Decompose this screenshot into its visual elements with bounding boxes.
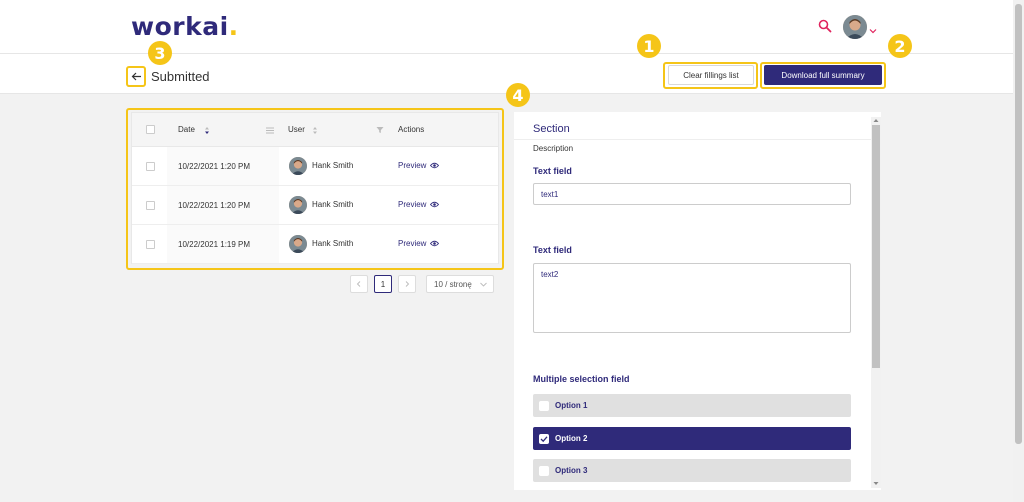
next-page-button[interactable] <box>398 275 416 293</box>
annotation-badge: 4 <box>506 83 530 107</box>
preview-link[interactable]: Preview <box>398 200 440 209</box>
multi-select-label: Multiple selection field <box>533 374 630 384</box>
date-cell-bg <box>167 147 279 185</box>
filter-icon[interactable] <box>376 126 384 134</box>
row-checkbox[interactable] <box>146 240 155 249</box>
sort-icon[interactable] <box>204 126 210 135</box>
section-title: Section <box>533 123 570 135</box>
annotation-badge: 2 <box>888 34 912 58</box>
option-label: Option 2 <box>555 434 588 443</box>
chevron-left-icon <box>356 281 361 287</box>
row-checkbox[interactable] <box>146 201 155 210</box>
section-description: Description <box>533 144 574 153</box>
scroll-up-icon[interactable] <box>873 118 879 123</box>
divider <box>514 139 871 140</box>
page-scroll-thumb[interactable] <box>1015 4 1022 444</box>
text-field-label: Text field <box>533 245 572 255</box>
table-row: 10/22/2021 1:20 PM Hank Smith Preview <box>132 147 498 186</box>
logo-dot: . <box>228 12 239 41</box>
row-date: 10/22/2021 1:20 PM <box>178 162 251 171</box>
date-cell-bg <box>167 225 279 263</box>
sort-icon[interactable] <box>312 126 318 135</box>
page-scrollbar[interactable] <box>1013 0 1024 502</box>
download-summary-button[interactable]: Download full summary <box>764 65 882 85</box>
panel-scrollbar[interactable] <box>871 117 881 488</box>
user-avatar <box>289 157 307 175</box>
option-checkbox[interactable]: Option 3 <box>533 459 851 482</box>
option-label: Option 1 <box>555 401 588 410</box>
user-avatar[interactable] <box>843 15 867 39</box>
panel-scroll-thumb[interactable] <box>872 125 880 368</box>
table-row: 10/22/2021 1:19 PM Hank Smith Preview <box>132 225 498 264</box>
workai-logo[interactable]: workai. <box>131 12 239 41</box>
date-cell-bg <box>167 186 279 224</box>
annotation-badge: 3 <box>148 41 172 65</box>
user-avatar <box>289 196 307 214</box>
page-size-select[interactable]: 10 / stronę <box>426 275 494 293</box>
checkmark-icon <box>539 433 549 444</box>
page-button[interactable]: 1 <box>374 275 392 293</box>
row-checkbox[interactable] <box>146 162 155 171</box>
table-row: 10/22/2021 1:20 PM Hank Smith Preview <box>132 186 498 225</box>
row-user: Hank Smith <box>312 200 354 209</box>
arrow-left-icon <box>131 72 141 81</box>
clear-fillings-button[interactable]: Clear fillings list <box>668 65 754 85</box>
back-button[interactable] <box>128 68 145 85</box>
column-header-date[interactable]: Date <box>178 125 195 134</box>
logo-text: workai <box>131 12 229 41</box>
page-size-value: 10 / stronę <box>434 279 472 289</box>
checkbox-icon <box>539 400 549 411</box>
row-date: 10/22/2021 1:20 PM <box>178 201 251 210</box>
page-title: Submitted <box>151 69 210 84</box>
checkbox-icon <box>539 465 549 476</box>
text-field-input[interactable]: text1 <box>533 183 851 205</box>
chevron-down-icon <box>480 282 487 287</box>
option-checkbox[interactable]: Option 2 <box>533 427 851 450</box>
eye-icon <box>430 201 440 208</box>
row-user: Hank Smith <box>312 161 354 170</box>
prev-page-button[interactable] <box>350 275 368 293</box>
menu-icon[interactable] <box>266 127 274 134</box>
eye-icon <box>430 240 440 247</box>
row-user: Hank Smith <box>312 239 354 248</box>
select-all-checkbox[interactable] <box>146 125 155 134</box>
submissions-table: Date User Actions 10/22/2021 1:20 PM Han… <box>131 112 499 264</box>
option-checkbox[interactable]: Option 1 <box>533 394 851 417</box>
preview-link[interactable]: Preview <box>398 161 440 170</box>
column-header-user[interactable]: User <box>288 125 305 134</box>
textarea-input[interactable]: text2 <box>533 263 851 333</box>
table-header: Date User Actions <box>132 113 498 147</box>
user-avatar <box>289 235 307 253</box>
search-icon[interactable] <box>818 19 832 33</box>
annotation-badge: 1 <box>637 34 661 58</box>
column-header-actions: Actions <box>398 125 425 134</box>
scroll-down-icon[interactable] <box>873 481 879 486</box>
text-field-label: Text field <box>533 166 572 176</box>
eye-icon <box>430 162 440 169</box>
chevron-down-icon[interactable] <box>869 22 877 34</box>
chevron-right-icon <box>405 281 410 287</box>
preview-link[interactable]: Preview <box>398 239 440 248</box>
row-date: 10/22/2021 1:19 PM <box>178 240 251 249</box>
option-label: Option 3 <box>555 466 588 475</box>
